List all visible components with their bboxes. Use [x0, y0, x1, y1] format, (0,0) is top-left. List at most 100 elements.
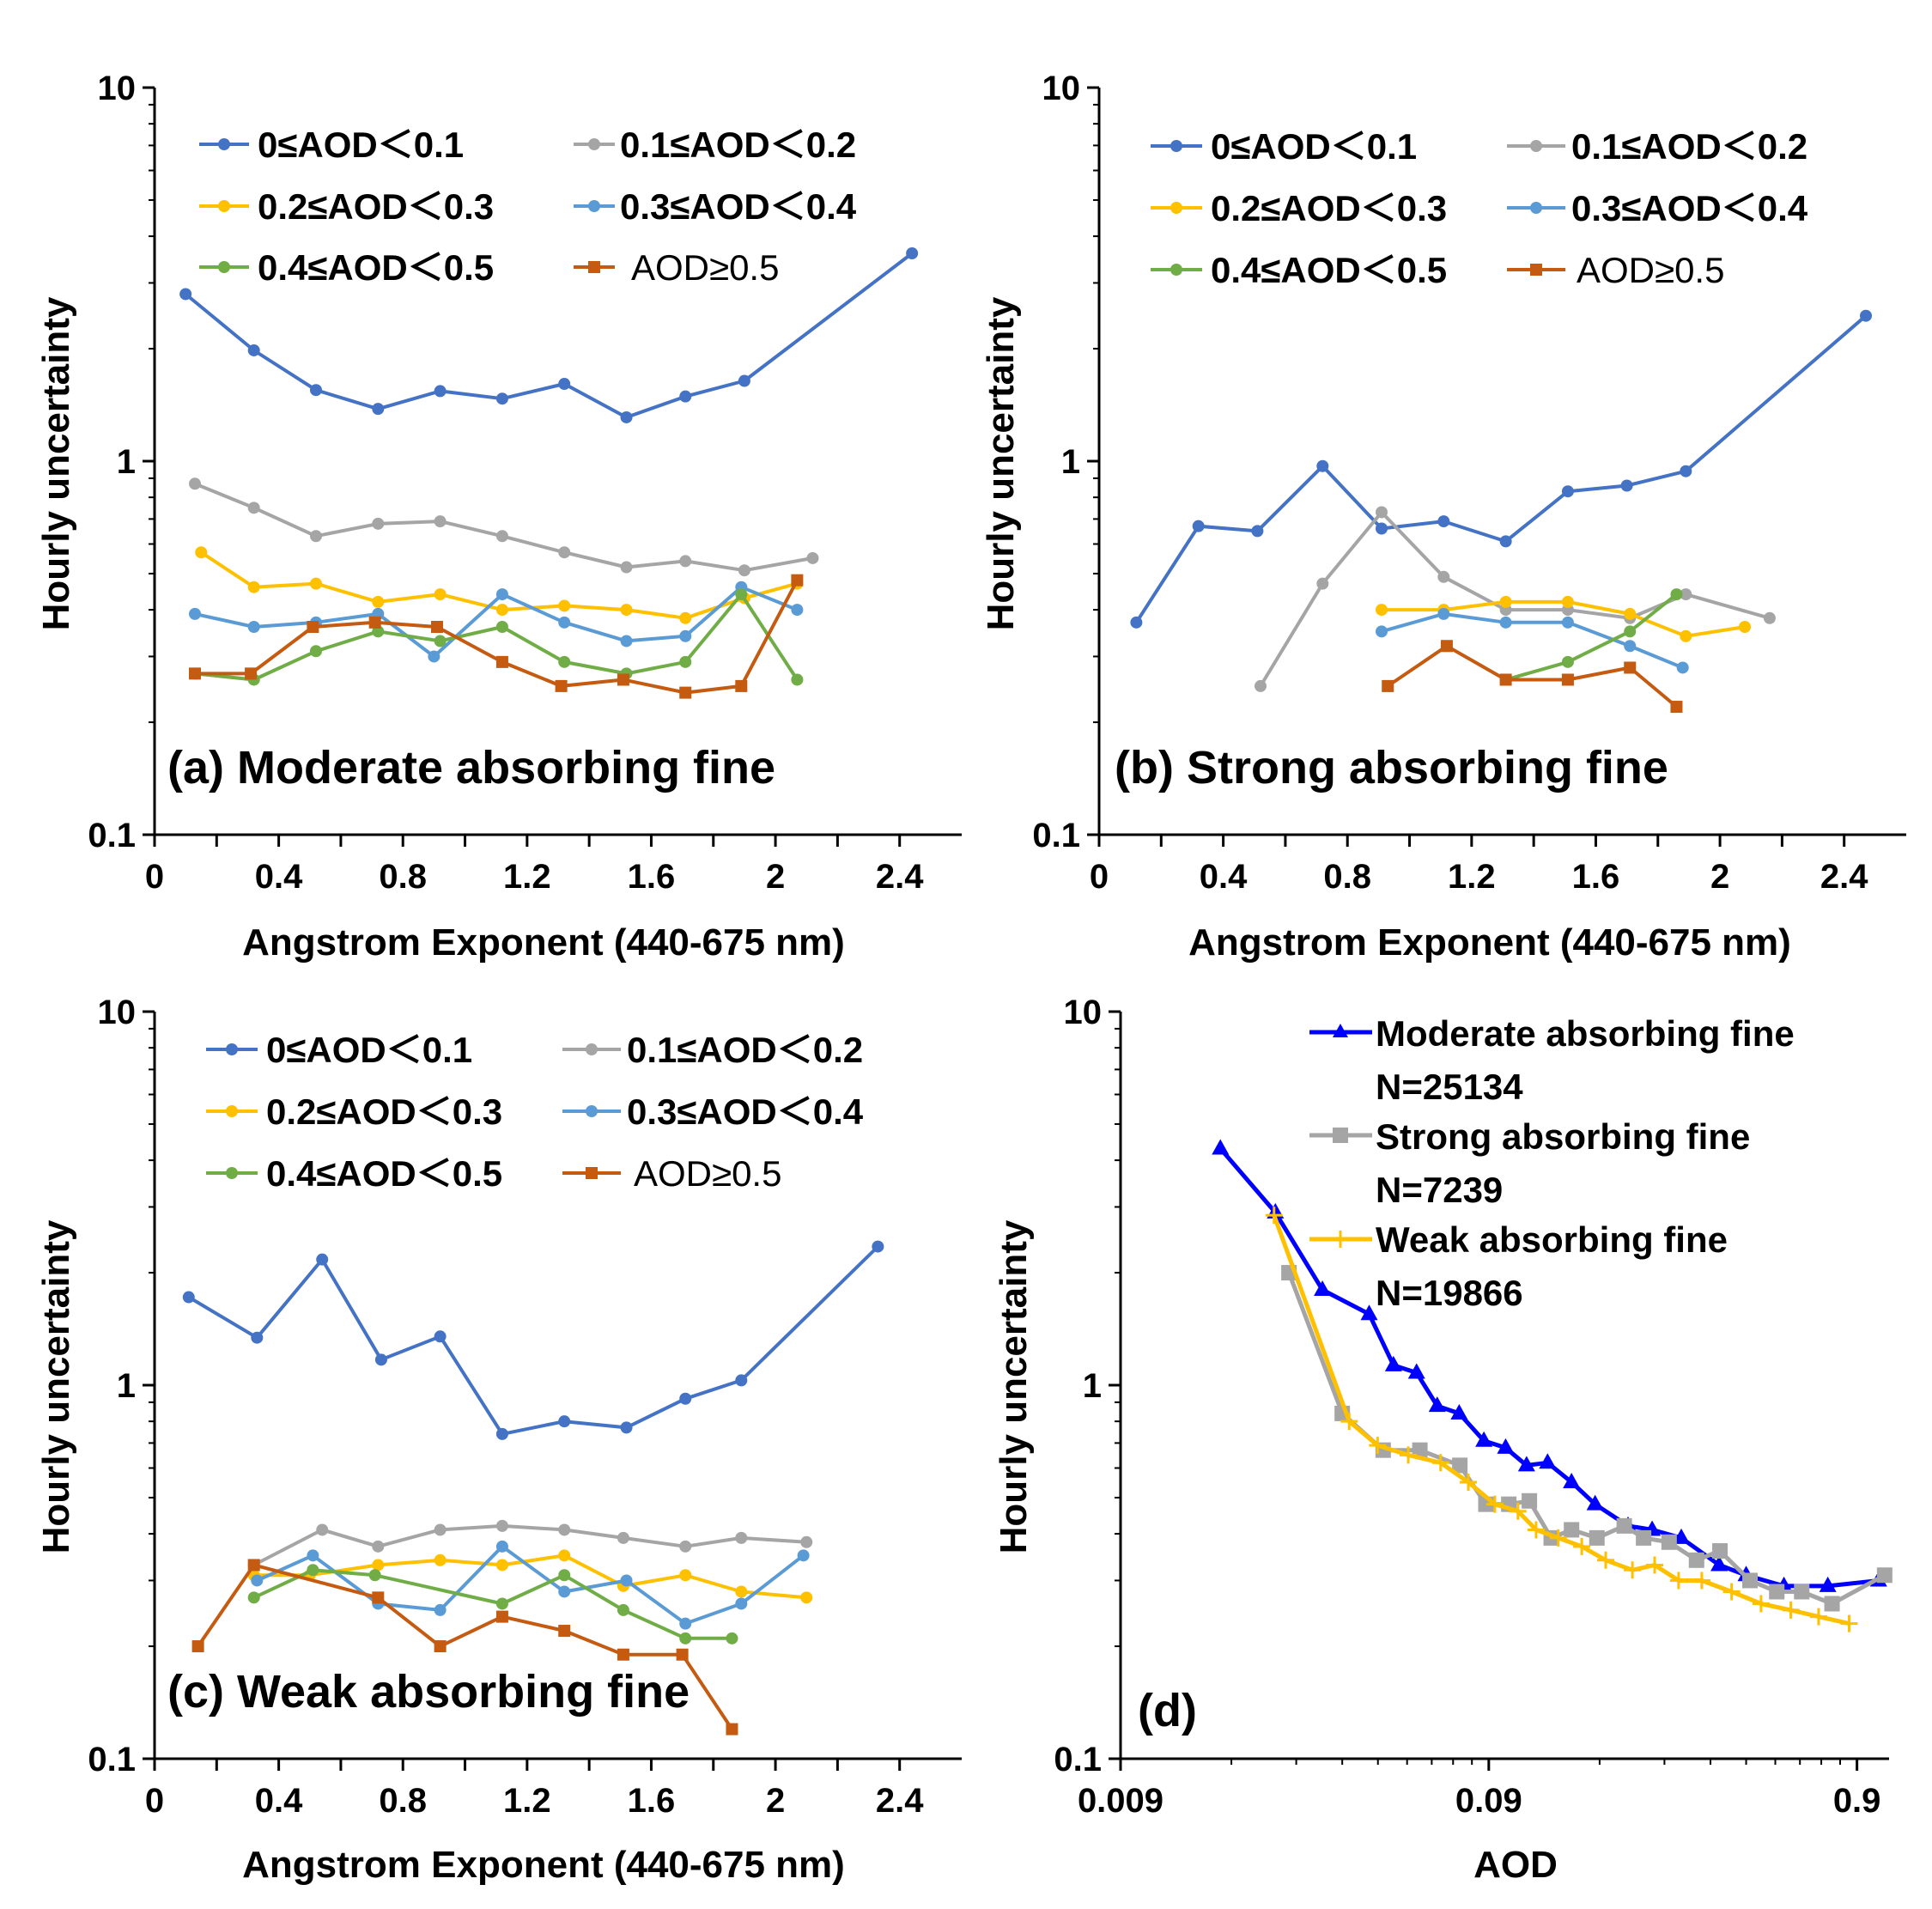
legend-label: AOD≥0.5 — [631, 247, 779, 288]
series-line — [252, 1523, 807, 1567]
panel-c-y-axis-label: Hourly uncertainty — [35, 1219, 77, 1553]
legend-label: Strong absorbing fine — [1376, 1116, 1750, 1157]
data-point — [1876, 1567, 1893, 1584]
y-tick-label: 0.1 — [1054, 1741, 1102, 1778]
data-point — [1376, 604, 1388, 617]
data-point — [1437, 515, 1450, 528]
legend-label: 0.3≤AOD＜0.4 — [620, 186, 857, 227]
y-tick-label: 10 — [98, 70, 137, 107]
data-point — [1499, 616, 1512, 629]
data-point — [1624, 1561, 1642, 1579]
data-point — [558, 1569, 571, 1582]
x-tick-label: 1.6 — [628, 858, 676, 896]
data-point — [1400, 1446, 1418, 1464]
data-point — [372, 1559, 385, 1572]
x-tick-label: 2.4 — [876, 1782, 924, 1820]
data-point — [1549, 1529, 1567, 1547]
legend-marker — [226, 1167, 238, 1179]
data-point — [189, 477, 201, 490]
data-point — [872, 1240, 884, 1253]
data-point — [307, 621, 319, 634]
data-point — [1360, 1304, 1378, 1321]
y-tick-label: 1 — [117, 443, 136, 481]
data-point — [1561, 595, 1574, 608]
panel-d-legend: Moderate absorbing fine N=25134 Strong a… — [1309, 1013, 1795, 1313]
data-point — [372, 403, 385, 416]
legend-label: 0.2≤AOD＜0.3 — [1211, 188, 1447, 228]
data-point — [372, 1591, 385, 1604]
series-line — [1387, 644, 1678, 708]
data-point — [307, 1549, 319, 1562]
panel-b: 0.1 1 10 0 0.4 0.8 1.2 1.6 2 2.4 (b) Strong absor… — [980, 70, 1906, 964]
data-point — [1670, 701, 1683, 714]
legend-label: 0.4≤AOD＜0.5 — [1211, 250, 1447, 290]
legend-marker — [588, 200, 600, 212]
data-point — [1710, 1555, 1728, 1572]
panel-b-title: (b) Strong absorbing fine — [1115, 742, 1668, 793]
data-point — [806, 551, 819, 564]
data-point — [495, 621, 508, 634]
data-point — [1624, 661, 1637, 674]
data-point — [247, 1559, 260, 1572]
data-point — [679, 629, 692, 642]
data-point — [434, 635, 447, 647]
legend-marker — [586, 1043, 598, 1055]
x-tick-label: 1.2 — [1448, 858, 1496, 896]
panel-d: 0.1 1 10 0.009 0.09 0.9 (d) AOD Hourly uncert… — [993, 994, 1893, 1886]
data-point — [1314, 1280, 1332, 1296]
legend-marker — [1333, 1128, 1348, 1143]
data-point — [1527, 1521, 1545, 1539]
data-point — [434, 1553, 447, 1566]
data-point — [179, 288, 192, 301]
y-tick-label: 10 — [98, 994, 137, 1031]
x-tick-label: 1.2 — [503, 1782, 551, 1820]
data-point — [247, 581, 260, 593]
data-point — [735, 1374, 748, 1387]
data-point — [1376, 625, 1388, 638]
series-line — [1218, 1146, 1880, 1589]
data-point — [617, 673, 629, 686]
data-point — [1212, 1139, 1230, 1155]
data-point — [182, 1291, 195, 1304]
y-tick-label: 10 — [1064, 994, 1103, 1031]
data-point — [1437, 607, 1450, 620]
data-point — [1431, 1454, 1449, 1472]
panel-c-title: (c) Weak absorbing fine — [167, 1666, 690, 1717]
data-point — [1794, 1584, 1810, 1600]
panel-a-y-axis-label: Hourly uncertainty — [35, 296, 77, 630]
data-point — [247, 621, 260, 634]
data-point — [617, 1603, 629, 1616]
data-point — [434, 385, 447, 398]
data-point — [558, 546, 571, 559]
data-point — [1561, 673, 1574, 686]
data-point — [495, 530, 508, 543]
data-point — [558, 1415, 571, 1428]
data-point — [1636, 1529, 1652, 1546]
data-point — [1376, 522, 1388, 535]
data-point — [1597, 1551, 1615, 1569]
x-tick-label: 0.8 — [379, 858, 427, 896]
data-point — [735, 1531, 748, 1544]
data-point — [251, 1574, 264, 1587]
legend-marker — [1170, 202, 1182, 214]
data-point — [1561, 485, 1574, 498]
data-point — [558, 655, 571, 668]
data-point — [434, 1640, 447, 1653]
data-point — [1616, 1517, 1632, 1534]
legend-marker — [226, 1043, 238, 1055]
data-point — [434, 1603, 447, 1616]
data-point — [620, 410, 633, 423]
data-point — [1840, 1614, 1858, 1632]
data-point — [1589, 1529, 1605, 1546]
panel-b-legend: 0≤AOD＜0.1 0.1≤AOD＜0.2 0.2≤AOD＜0.3 0.3≤AO… — [1151, 126, 1808, 290]
y-tick-label: 10 — [1042, 70, 1081, 107]
legend-label: 0≤AOD＜0.1 — [258, 125, 464, 165]
data-point — [495, 588, 508, 601]
x-tick-label: 0 — [145, 858, 164, 896]
panel-a-legend: 0≤AOD＜0.1 0.1≤AOD＜0.2 0.2≤AOD＜0.3 0.3≤AO… — [199, 125, 857, 288]
x-tick-label: 2 — [766, 1782, 785, 1820]
data-point — [1680, 588, 1692, 601]
legend-marker — [586, 1105, 598, 1117]
data-point — [679, 686, 692, 699]
data-point — [247, 502, 260, 514]
